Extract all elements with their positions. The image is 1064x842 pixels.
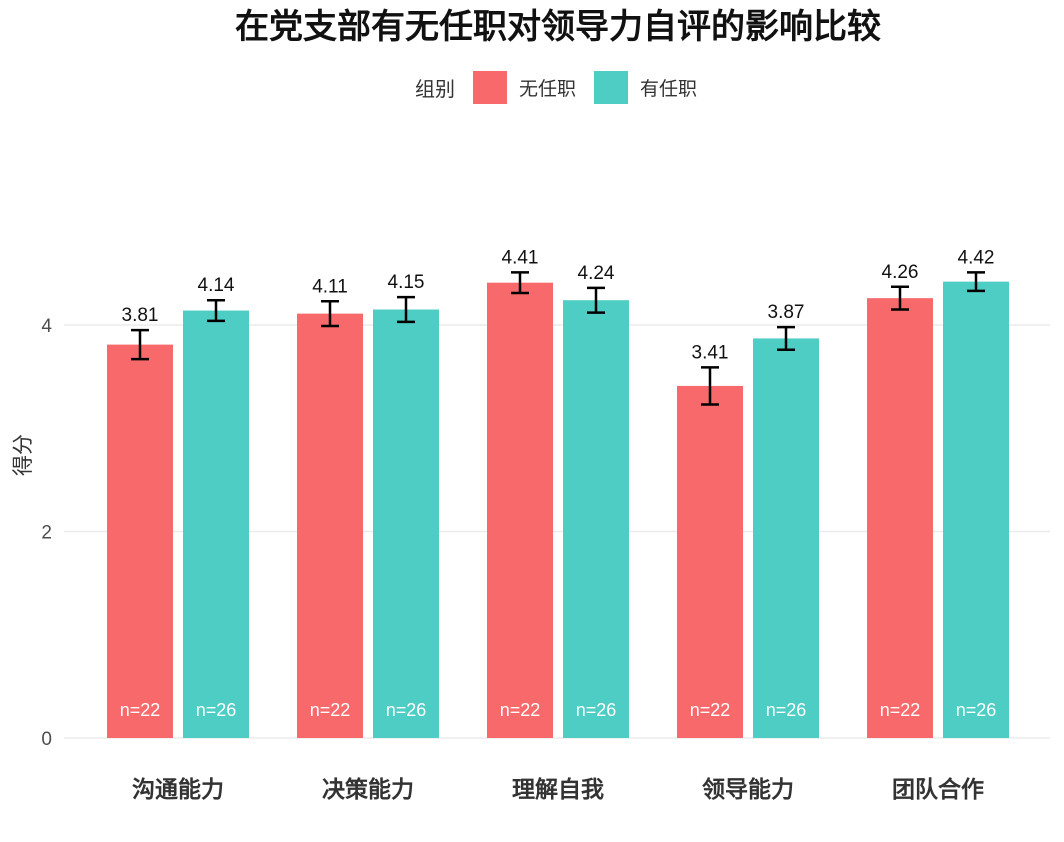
value-label-2-0: 4.41: [502, 247, 539, 268]
n-label-0-0: n=22: [120, 700, 161, 720]
bar-1-0: [297, 313, 363, 738]
value-label-1-1: 4.15: [388, 272, 425, 293]
chart-title: 在党支部有无任职对领导力自评的影响比较: [235, 7, 881, 47]
n-label-1-0: n=22: [310, 700, 351, 720]
x-ticks: 沟通能力 决策能力 理解自我 领导能力 团队合作: [132, 776, 984, 803]
bar-group-4: 4.26 n=22 4.42 n=26: [867, 247, 1009, 738]
n-label-0-1: n=26: [196, 700, 237, 720]
y-tick-label-1: 2: [41, 523, 52, 544]
value-label-3-1: 3.87: [768, 302, 805, 323]
bar-1-1: [373, 309, 439, 738]
n-label-2-0: n=22: [500, 700, 541, 720]
bar-4-1: [943, 281, 1009, 738]
n-label-4-1: n=26: [956, 700, 997, 720]
n-label-3-1: n=26: [766, 700, 807, 720]
bar-group-0: 3.81 n=22 4.14 n=26: [107, 275, 249, 738]
bar-2-1: [563, 300, 629, 738]
x-tick-label-3: 领导能力: [702, 776, 794, 803]
y-tick-label-2: 4: [41, 316, 52, 337]
value-label-1-0: 4.11: [312, 276, 348, 297]
bar-2-0: [487, 282, 553, 738]
legend-label-0: 无任职: [519, 78, 576, 100]
y-tick-label-0: 0: [41, 729, 52, 750]
n-label-3-0: n=22: [690, 700, 731, 720]
value-label-3-0: 3.41: [692, 342, 729, 363]
value-label-4-0: 4.26: [882, 262, 919, 283]
x-tick-label-1: 决策能力: [322, 776, 414, 803]
legend-label-1: 有任职: [640, 78, 697, 100]
value-label-2-1: 4.24: [578, 263, 615, 284]
bar-group-2: 4.41 n=22 4.24 n=26: [487, 247, 629, 738]
n-label-1-1: n=26: [386, 700, 427, 720]
legend-swatch-1: [594, 71, 628, 104]
bar-group-1: 4.11 n=22 4.15 n=26: [297, 272, 439, 738]
legend-title: 组别: [415, 77, 455, 101]
value-label-0-0: 3.81: [122, 305, 159, 326]
y-axis-label: 得分: [11, 434, 35, 476]
value-label-0-1: 4.14: [198, 275, 235, 296]
legend: 组别 无任职 有任职: [415, 71, 697, 104]
bar-0-0: [107, 344, 173, 738]
n-label-4-0: n=22: [880, 700, 921, 720]
bar-3-1: [753, 338, 819, 738]
bar-0-1: [183, 310, 249, 738]
bar-group-3: 3.41 n=22 3.87 n=26: [677, 302, 819, 738]
x-tick-label-2: 理解自我: [512, 776, 604, 803]
value-label-4-1: 4.42: [958, 247, 995, 268]
legend-swatch-0: [473, 71, 507, 104]
bars: 3.81 n=22 4.14 n=26 4.11 n=22 4.15 n=26 4.41 n=22…: [107, 247, 1009, 738]
n-label-2-1: n=26: [576, 700, 617, 720]
x-tick-label-4: 团队合作: [892, 776, 984, 803]
y-ticks: 0 2 4: [41, 316, 52, 750]
bar-4-0: [867, 298, 933, 738]
x-tick-label-0: 沟通能力: [132, 776, 224, 803]
bar-3-0: [677, 385, 743, 738]
